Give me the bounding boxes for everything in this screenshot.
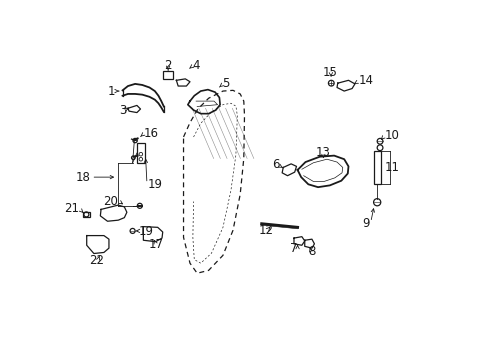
Text: 8: 8: [307, 245, 315, 258]
Text: 16: 16: [143, 127, 158, 140]
Bar: [137, 143, 144, 163]
Text: 10: 10: [384, 129, 398, 142]
Text: 1: 1: [108, 85, 115, 98]
Text: 9: 9: [361, 217, 368, 230]
Text: 22: 22: [89, 254, 104, 267]
Text: 15: 15: [322, 66, 337, 79]
Text: 2: 2: [164, 59, 171, 72]
Text: 3: 3: [119, 104, 126, 117]
Text: 17: 17: [149, 238, 164, 251]
Text: 18: 18: [75, 171, 90, 184]
Text: 4: 4: [192, 59, 200, 72]
Text: 19: 19: [139, 225, 153, 238]
Text: 11: 11: [384, 161, 399, 174]
Text: 12: 12: [258, 224, 273, 238]
Text: 13: 13: [315, 145, 330, 158]
Text: 7: 7: [290, 242, 297, 255]
Text: 20: 20: [103, 195, 118, 208]
Bar: [373, 151, 381, 184]
Text: 19: 19: [147, 178, 163, 191]
Text: 21: 21: [64, 202, 80, 215]
Text: 5: 5: [222, 77, 229, 90]
Bar: [163, 71, 173, 79]
Text: 14: 14: [358, 74, 373, 87]
Bar: [83, 212, 89, 217]
Text: 6: 6: [272, 158, 279, 171]
